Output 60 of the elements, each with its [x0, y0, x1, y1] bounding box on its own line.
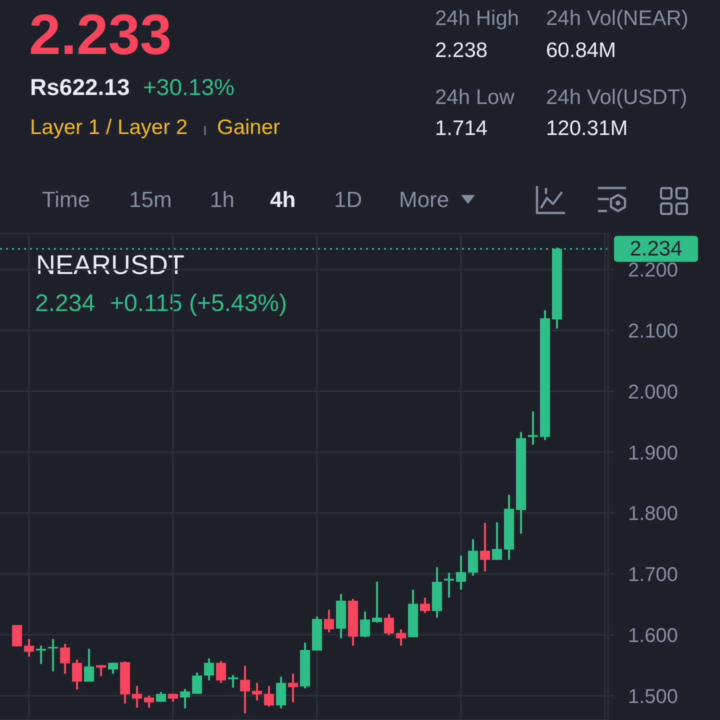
text: Rs622.13	[30, 74, 130, 100]
text: Time	[42, 187, 90, 212]
candlestick	[456, 554, 466, 591]
candlestick	[420, 596, 430, 614]
text: 24h High	[435, 7, 520, 30]
text: 120.31M	[546, 117, 628, 140]
text: 15m	[129, 187, 172, 212]
candlestick	[276, 676, 286, 710]
text: 24h Vol(USDT)	[546, 86, 688, 109]
candlestick	[144, 694, 154, 709]
candlestick	[396, 628, 406, 647]
candlestick	[216, 660, 226, 684]
candlestick	[468, 538, 478, 577]
text: +30.13%	[143, 74, 234, 100]
candlestick	[180, 688, 190, 710]
y-tick-label: 1.700	[628, 564, 678, 586]
annotation: +0.115 (+5.43%)	[110, 290, 288, 317]
candlestick	[24, 638, 34, 658]
y-tick-label: 2.100	[628, 320, 678, 342]
candlestick	[324, 608, 334, 634]
text: 1.714	[435, 117, 488, 140]
annotation: 2.234	[35, 290, 96, 317]
candlestick	[84, 648, 94, 683]
text: 2.238	[435, 39, 488, 62]
text: 4h	[270, 187, 296, 212]
y-tick-label: 2.000	[628, 381, 678, 404]
candlestick	[60, 642, 70, 675]
candlestick	[288, 672, 298, 704]
text: 60.84M	[546, 39, 616, 62]
text: 1h	[210, 187, 234, 212]
text: Layer 1 / Layer 2	[30, 116, 188, 139]
candlestick	[12, 624, 22, 648]
annotation: NEARUSDT	[36, 250, 185, 280]
candlestick	[96, 664, 106, 678]
candlestick	[528, 410, 538, 446]
candlestick	[192, 672, 202, 695]
text: 24h Vol(NEAR)	[546, 7, 688, 30]
text: More	[399, 187, 450, 212]
candlestick	[48, 638, 58, 672]
y-tick-label: 1.800	[628, 503, 678, 526]
y-tick-label: 1.600	[628, 624, 678, 647]
chart-title: 2.233	[29, 3, 172, 67]
candlestick	[492, 521, 502, 561]
candlestick	[204, 658, 214, 682]
candlestick	[372, 580, 382, 624]
y-tick-label: 1.500	[628, 686, 678, 708]
candlestick	[72, 658, 82, 691]
y-tick-label: 2.200	[628, 260, 678, 282]
candlestick	[240, 664, 250, 714]
candlestick	[132, 684, 142, 709]
text: 1D	[334, 187, 362, 212]
text: 24h Low	[435, 86, 514, 109]
text: Gainer	[217, 116, 280, 139]
y-tick-label: 1.900	[628, 442, 678, 464]
ref-line-label: 2.234	[630, 237, 683, 260]
candlestick	[480, 522, 490, 572]
candlestick	[264, 684, 274, 708]
candlestick	[384, 613, 394, 636]
candlestick	[360, 610, 370, 638]
candlestick	[252, 682, 262, 702]
